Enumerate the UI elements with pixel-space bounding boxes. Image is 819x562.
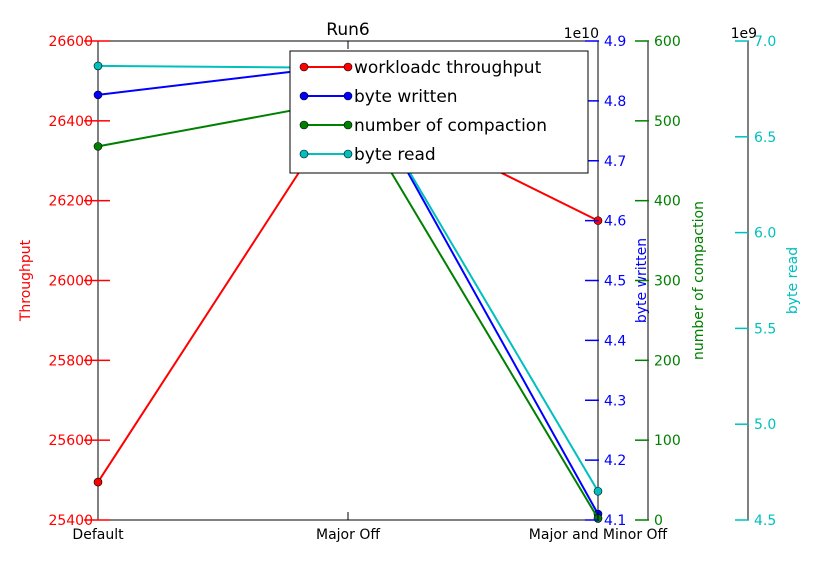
legend-label: byte read bbox=[354, 145, 436, 165]
byte_read-tick-label: 4.5 bbox=[754, 513, 776, 529]
compaction-axis-label: number of compaction bbox=[691, 201, 707, 360]
series-point-2 bbox=[93, 142, 103, 151]
throughput-tick-label: 26400 bbox=[48, 114, 93, 130]
byte_written-offset-text: 1e10 bbox=[564, 26, 599, 42]
axes-layer: Default Major Off Major and Minor Off 25400… bbox=[18, 26, 801, 543]
compaction-tick-label: 300 bbox=[654, 274, 681, 290]
legend-marker bbox=[343, 91, 353, 101]
compaction-tick-label: 200 bbox=[654, 353, 681, 369]
throughput-tick-label: 25800 bbox=[48, 353, 93, 369]
byte_read-offset-text: 1e9 bbox=[731, 26, 757, 42]
legend-marker bbox=[299, 120, 309, 130]
legend-marker bbox=[299, 149, 309, 159]
byte_written-tick-label: 4.6 bbox=[604, 214, 626, 230]
byte_written-tick-label: 4.7 bbox=[604, 154, 626, 170]
series-point-0 bbox=[93, 477, 103, 487]
byte_read-tick-label: 6.0 bbox=[754, 226, 776, 242]
byte_written-tick-label: 4.4 bbox=[604, 333, 626, 349]
legend-marker bbox=[299, 91, 309, 101]
legend: workloadc throughput byte written number o… bbox=[289, 50, 589, 174]
series-point-1 bbox=[93, 90, 103, 100]
x-tick-label: Major and Minor Off bbox=[529, 527, 668, 543]
legend-marker bbox=[299, 62, 309, 72]
byte_written-tick-label: 4.2 bbox=[604, 453, 626, 469]
x-tick-label: Default bbox=[72, 527, 124, 543]
byte_read-tick-label: 7.0 bbox=[754, 34, 776, 50]
series-point-3 bbox=[93, 61, 103, 71]
compaction-tick-label: 100 bbox=[654, 433, 681, 449]
byte_written-tick-label: 4.3 bbox=[604, 393, 626, 409]
throughput-axis-label: Throughput bbox=[18, 239, 34, 322]
legend-label: byte written bbox=[354, 87, 458, 107]
legend-marker bbox=[343, 149, 353, 159]
throughput-tick-label: 25400 bbox=[48, 513, 93, 529]
byte_written-tick-label: 4.5 bbox=[604, 274, 626, 290]
throughput-tick-label: 26000 bbox=[48, 274, 93, 290]
byte_written-tick-label: 4.8 bbox=[604, 94, 626, 110]
byte_read-axis-label: byte read bbox=[785, 247, 801, 314]
legend-label: workloadc throughput bbox=[354, 58, 542, 78]
compaction-tick-label: 0 bbox=[654, 513, 663, 529]
legend-marker bbox=[343, 120, 353, 130]
series-point-3 bbox=[593, 486, 603, 496]
compaction-tick-label: 500 bbox=[654, 114, 681, 130]
byte_written-tick-label: 4.1 bbox=[604, 513, 626, 529]
byte_written-tick-label: 4.9 bbox=[604, 34, 626, 50]
chart-title: Run6 bbox=[326, 20, 369, 40]
x-tick-label: Major Off bbox=[316, 527, 380, 543]
legend-label: number of compaction bbox=[354, 116, 547, 136]
throughput-tick-label: 26600 bbox=[48, 34, 93, 50]
compaction-tick-label: 400 bbox=[654, 194, 681, 210]
legend-box bbox=[289, 50, 589, 174]
throughput-tick-label: 25600 bbox=[48, 433, 93, 449]
byte_read-tick-label: 5.5 bbox=[754, 321, 776, 337]
compaction-tick-label: 600 bbox=[654, 34, 681, 50]
byte_read-tick-label: 6.5 bbox=[754, 130, 776, 146]
throughput-tick-label: 26200 bbox=[48, 194, 93, 210]
legend-marker bbox=[343, 62, 353, 72]
byte_read-tick-label: 5.0 bbox=[754, 417, 776, 433]
